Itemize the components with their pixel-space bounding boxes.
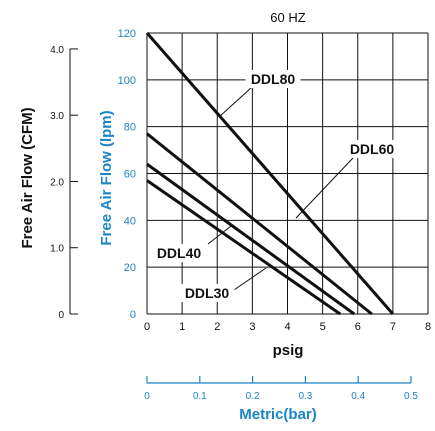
y-tick-label-cfm: 4.0 <box>50 45 64 56</box>
x-axis-title: psig <box>273 342 304 359</box>
metric-tick-label: 0.1 <box>193 391 207 402</box>
x-tick-label: 8 <box>425 321 431 333</box>
series-label-ddl30: DDL30 <box>185 285 230 301</box>
leader-line-ddl60 <box>295 157 354 219</box>
metric-tick-label: 0.4 <box>351 391 365 402</box>
y-tick-label-lpm: 0 <box>130 309 136 321</box>
series-label-ddl60: DDL60 <box>350 141 395 157</box>
series-line-ddl60 <box>146 132 373 316</box>
x-tick-label: 1 <box>179 321 185 333</box>
y-tick-label-cfm: 2.0 <box>50 177 64 188</box>
series-label-bg-ddl40 <box>151 244 207 262</box>
x-tick-label: 5 <box>320 321 326 333</box>
y-tick-label-lpm: 80 <box>124 122 136 134</box>
metric-tick-label: 0.5 <box>404 391 418 402</box>
x-tick-label: 4 <box>284 321 290 333</box>
metric-axis-title: Metric(bar) <box>239 406 317 423</box>
x-tick-label: 0 <box>144 321 150 333</box>
series-line-ddl80 <box>145 32 395 315</box>
x-tick-label: 2 <box>214 321 220 333</box>
y-axis-title-cfm: Free Air Flow (CFM) <box>19 107 36 248</box>
x-tick-label: 6 <box>355 321 361 333</box>
y-tick-label-cfm: 0 <box>58 310 64 321</box>
y-tick-label-lpm: 60 <box>124 169 136 181</box>
y-tick-label-cfm: 3.0 <box>50 111 64 122</box>
y-tick-label-lpm: 20 <box>124 262 136 274</box>
y-tick-label-lpm: 100 <box>118 75 136 87</box>
y-tick-label-cfm: 1.0 <box>50 244 64 255</box>
y-axis-title-lpm: Free Air Flow (lpm) <box>98 110 115 245</box>
series-line-ddl30 <box>146 179 342 316</box>
leader-line-ddl40 <box>207 225 232 245</box>
y-tick-label-lpm: 120 <box>118 28 136 40</box>
series-line-ddl40 <box>146 162 356 316</box>
series-label-bg-ddl80 <box>245 70 301 88</box>
x-tick-label: 3 <box>249 321 255 333</box>
metric-tick-label: 0.3 <box>298 391 312 402</box>
metric-tick-label: 0 <box>144 391 150 402</box>
y-tick-label-lpm: 40 <box>124 215 136 227</box>
series-label-ddl80: DDL80 <box>251 71 296 87</box>
series-label-ddl40: DDL40 <box>157 245 202 261</box>
series-label-bg-ddl60 <box>344 140 400 158</box>
leader-line-ddl30 <box>233 267 267 291</box>
series-label-bg-ddl30 <box>179 284 235 302</box>
x-tick-label: 7 <box>390 321 396 333</box>
leader-line-ddl80 <box>218 87 252 118</box>
chart-title: 60 HZ <box>270 10 305 25</box>
metric-tick-label: 0.2 <box>246 391 260 402</box>
